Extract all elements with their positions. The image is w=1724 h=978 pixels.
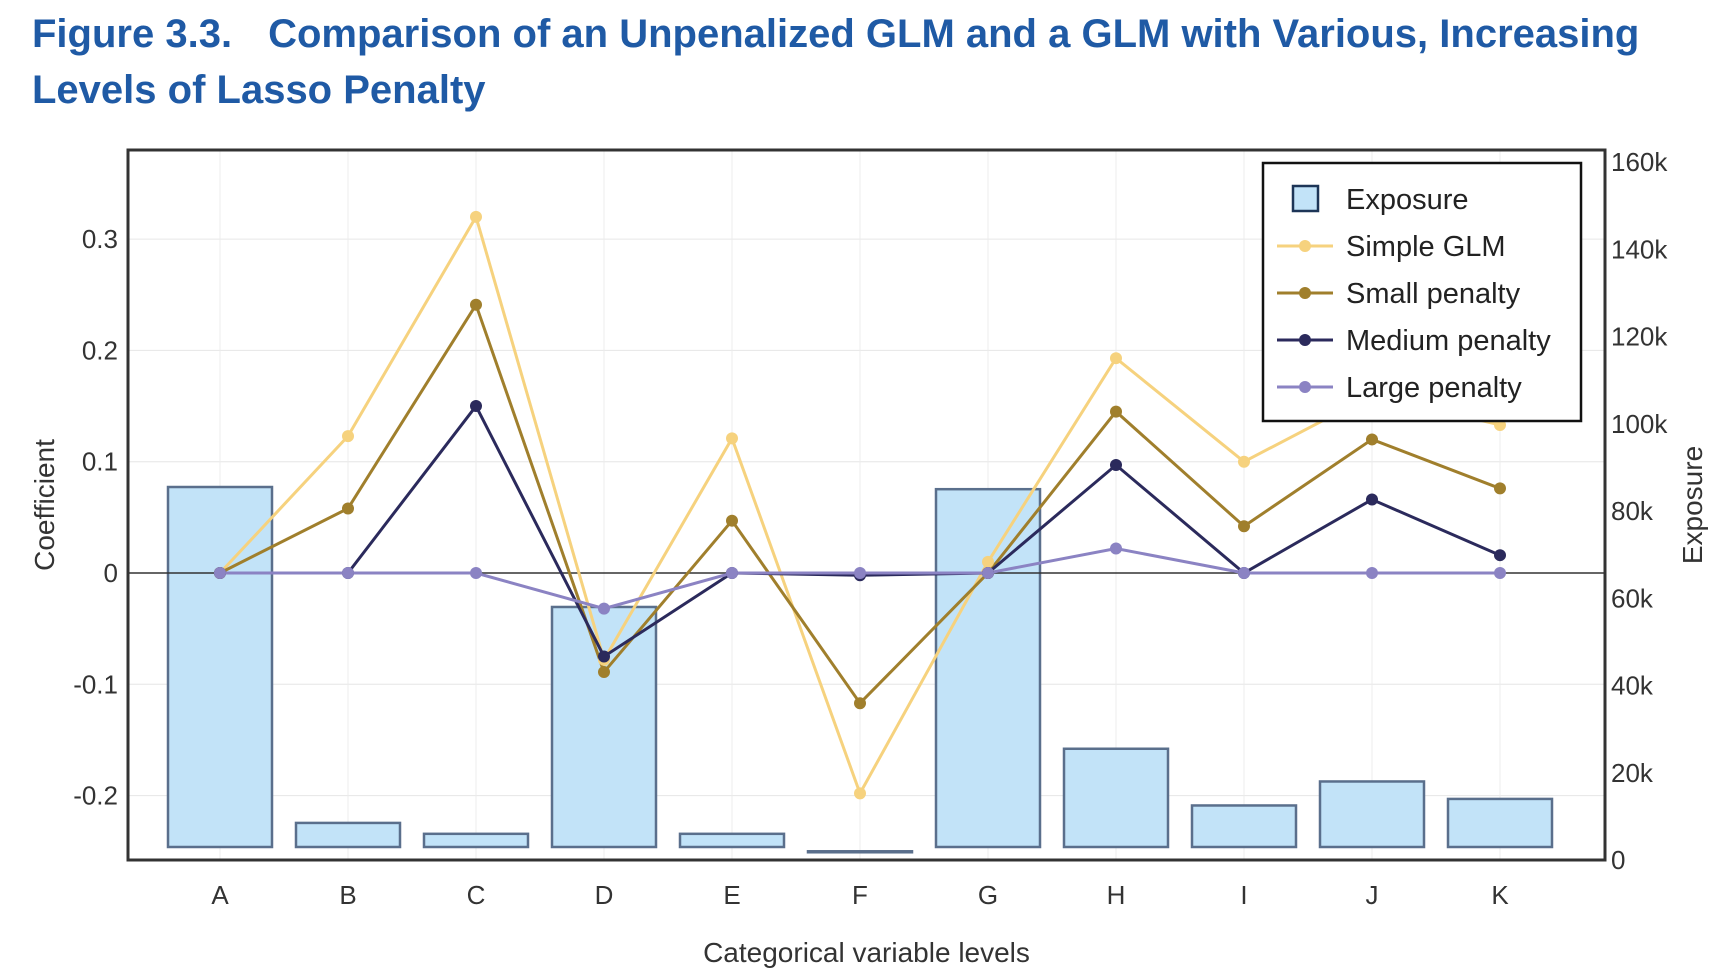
- x-tick-label: G: [978, 880, 998, 910]
- point-small-penalty-C: [470, 298, 482, 311]
- x-tick-label: J: [1366, 880, 1379, 910]
- point-medium-penalty-C: [470, 400, 482, 413]
- exposure-bar-F: [806, 850, 914, 854]
- legend-marker-large-penalty: [1299, 381, 1311, 393]
- legend-marker-medium-penalty: [1299, 334, 1311, 346]
- point-small-penalty-E: [726, 514, 738, 527]
- point-small-penalty-F: [854, 697, 866, 710]
- point-small-penalty-J: [1366, 433, 1378, 446]
- x-tick-label: I: [1240, 880, 1247, 910]
- legend-marker-simple-glm: [1299, 240, 1311, 252]
- exposure-bar-K: [1446, 797, 1554, 849]
- y2-tick-label: 60k: [1611, 583, 1654, 613]
- point-large-penalty-A: [214, 567, 226, 579]
- y2-tick-label: 0: [1611, 845, 1625, 875]
- y2-axis-label: Exposure: [1677, 446, 1708, 564]
- x-tick-label: D: [595, 880, 614, 910]
- x-tick-label: B: [339, 880, 356, 910]
- exposure-bar-H: [1062, 747, 1170, 849]
- exposure-bar-G: [934, 487, 1042, 849]
- y2-tick-label: 140k: [1611, 234, 1668, 264]
- exposure-bar-I: [1190, 804, 1298, 849]
- figure-number: Figure 3.3.: [32, 12, 233, 56]
- y-axis-ticks: 0.3 0.2 0.1 0 -0.1 -0.2: [73, 224, 118, 811]
- point-medium-penalty-H: [1110, 459, 1122, 472]
- legend-label-exposure: Exposure: [1346, 184, 1469, 216]
- y-tick-label: 0.1: [82, 447, 118, 477]
- point-small-penalty-K: [1494, 482, 1506, 495]
- point-simple-glm-B: [342, 430, 354, 443]
- legend-label-medium-penalty: Medium penalty: [1346, 325, 1551, 357]
- exposure-bar-B: [294, 821, 402, 849]
- legend-marker-small-penalty: [1299, 287, 1311, 299]
- legend-swatch-exposure: [1291, 184, 1320, 213]
- y2-tick-label: 160k: [1611, 147, 1668, 177]
- point-large-penalty-H: [1110, 542, 1122, 555]
- y2-tick-label: 40k: [1611, 671, 1654, 701]
- series-points: [214, 210, 1506, 800]
- point-simple-glm-I: [1238, 455, 1250, 468]
- figure-title-text: Comparison of an Unpenalized GLM and a G…: [32, 12, 1640, 112]
- point-large-penalty-D: [598, 602, 610, 615]
- y-tick-label: -0.1: [73, 669, 118, 699]
- exposure-bar-C: [422, 832, 530, 849]
- y-tick-label: 0: [104, 558, 118, 588]
- legend-label-simple-glm: Simple GLM: [1346, 231, 1506, 263]
- x-axis-ticks: A B C D E F G H I J K: [211, 880, 1509, 910]
- point-simple-glm-G: [982, 555, 994, 568]
- point-simple-glm-E: [726, 432, 738, 445]
- y2-axis-ticks: 160k 140k 120k 100k 80k 60k 40k 20k 0: [1611, 147, 1668, 875]
- point-medium-penalty-D: [598, 650, 610, 663]
- exposure-bar-D: [550, 605, 658, 849]
- point-large-penalty-I: [1238, 567, 1250, 579]
- x-tick-label: E: [723, 880, 740, 910]
- point-small-penalty-D: [598, 666, 610, 679]
- figure-title: Figure 3.3. Comparison of an Unpenalized …: [32, 6, 1692, 118]
- y-tick-label: 0.3: [82, 224, 118, 254]
- point-simple-glm-H: [1110, 352, 1122, 365]
- point-large-penalty-J: [1366, 567, 1378, 579]
- point-medium-penalty-J: [1366, 493, 1378, 506]
- legend-label-large-penalty: Large penalty: [1346, 372, 1522, 404]
- x-axis-label: Categorical variable levels: [703, 937, 1030, 968]
- point-small-penalty-B: [342, 502, 354, 515]
- point-small-penalty-H: [1110, 405, 1122, 418]
- y-tick-label: -0.2: [73, 781, 118, 811]
- y2-tick-label: 20k: [1611, 758, 1654, 788]
- y-axis-label: Coefficient: [29, 439, 60, 571]
- x-tick-label: F: [852, 880, 868, 910]
- y2-tick-label: 80k: [1611, 496, 1654, 526]
- y2-tick-label: 120k: [1611, 322, 1668, 352]
- exposure-bar-J: [1318, 780, 1426, 849]
- point-large-penalty-K: [1494, 567, 1506, 579]
- exposure-bar-A: [166, 485, 274, 849]
- x-tick-label: A: [211, 880, 229, 910]
- y-tick-label: 0.2: [82, 335, 118, 365]
- point-large-penalty-B: [342, 567, 354, 579]
- exposure-bar-E: [678, 832, 786, 849]
- point-large-penalty-C: [470, 567, 482, 579]
- y2-tick-label: 100k: [1611, 409, 1668, 439]
- x-tick-label: H: [1107, 880, 1126, 910]
- plot-frame: [126, 148, 1607, 862]
- x-tick-label: K: [1491, 880, 1509, 910]
- point-large-penalty-E: [726, 567, 738, 579]
- point-small-penalty-I: [1238, 520, 1250, 533]
- point-large-penalty-G: [982, 567, 994, 579]
- legend-label-small-penalty: Small penalty: [1346, 278, 1521, 310]
- point-simple-glm-F: [854, 787, 866, 800]
- legend: Exposure Simple GLM Small penalty Medium pe…: [1261, 161, 1583, 423]
- point-medium-penalty-K: [1494, 549, 1506, 562]
- exposure-bars: [166, 485, 1554, 854]
- point-large-penalty-F: [854, 567, 866, 579]
- x-tick-label: C: [467, 880, 486, 910]
- point-simple-glm-C: [470, 210, 482, 223]
